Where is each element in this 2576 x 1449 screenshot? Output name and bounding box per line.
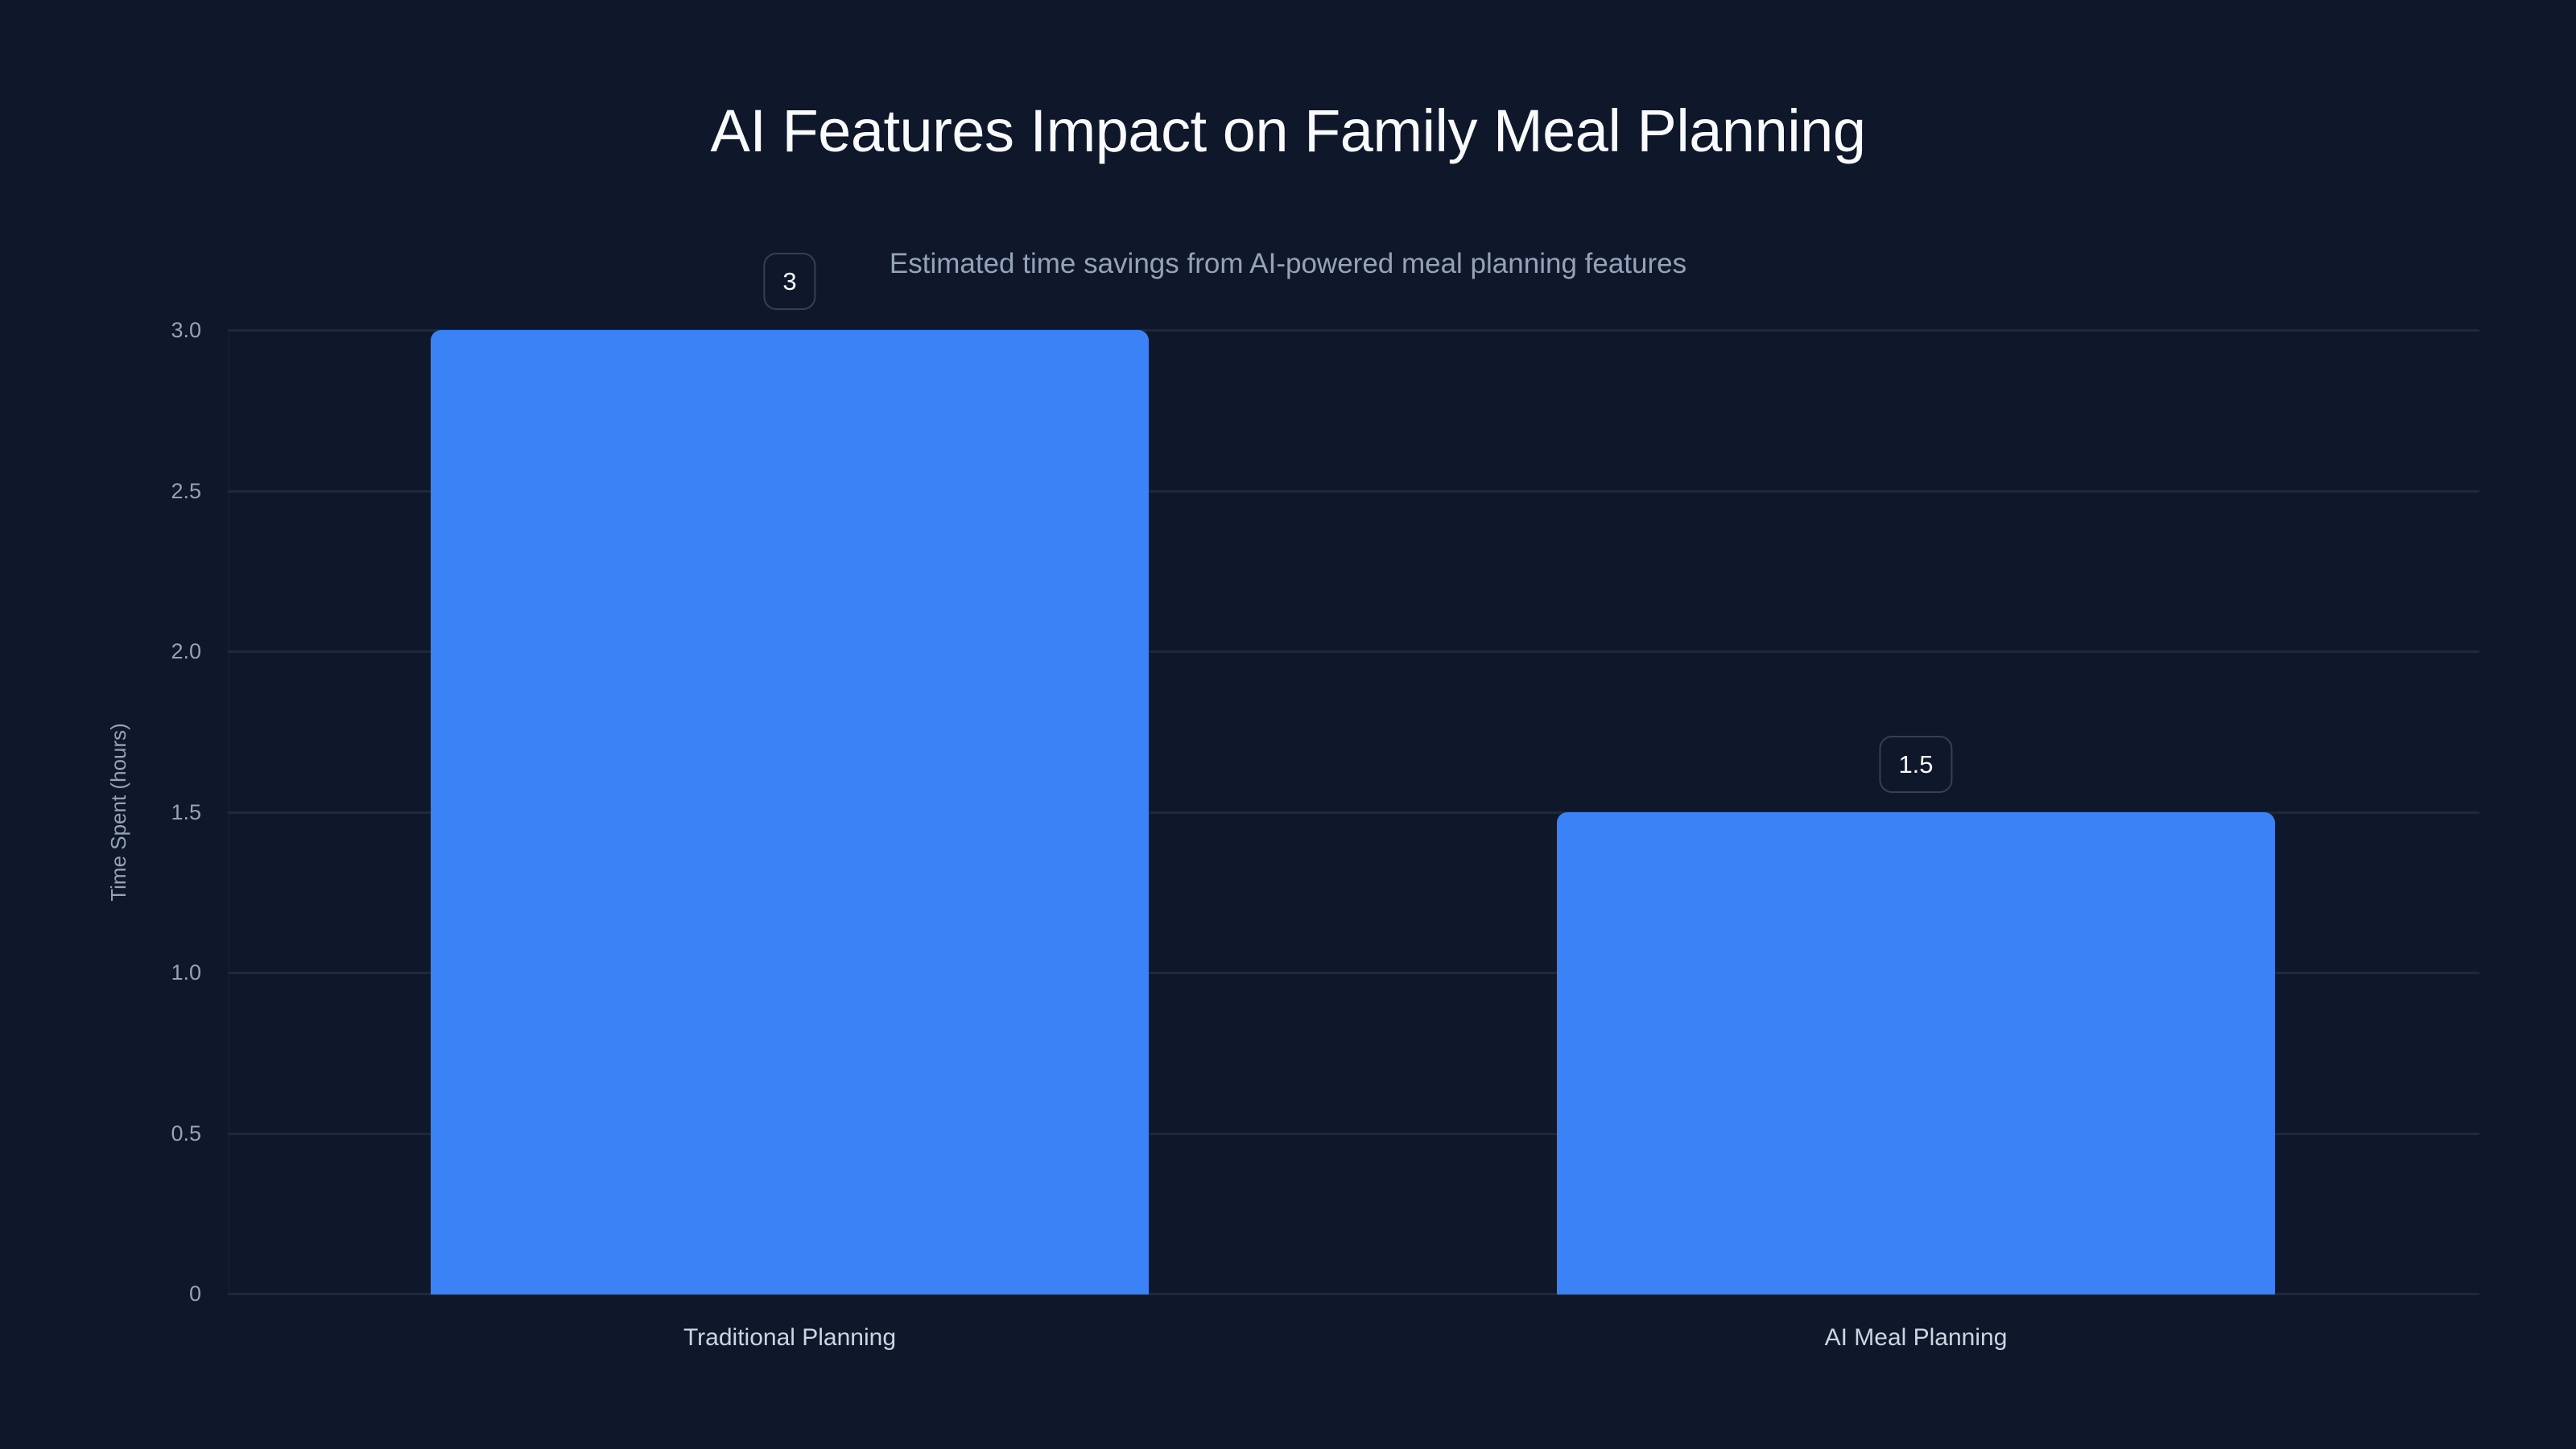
gridline — [228, 972, 2479, 974]
gridline — [228, 650, 2479, 653]
y-tick-label: 2.5 — [171, 478, 201, 503]
y-tick-label: 2.0 — [171, 639, 201, 663]
gridline — [228, 329, 2479, 332]
y-tick-label: 1.0 — [171, 960, 201, 985]
chart-subtitle: Estimated time savings from AI-powered m… — [889, 248, 1687, 279]
value-label-ai-meal-planning: 1.5 — [1879, 736, 1953, 793]
gridline — [228, 489, 2479, 493]
y-tick-label: 0 — [188, 1282, 201, 1306]
x-tick-label-ai-meal-planning: AI Meal Planning — [1824, 1324, 2008, 1351]
y-tick-label: 0.5 — [171, 1121, 201, 1146]
gridline — [228, 811, 2479, 814]
bar-ai-meal-planning[interactable] — [1557, 812, 2275, 1294]
plot-area: 3 1.5 — [228, 253, 2479, 1295]
y-tick-label: 3.0 — [171, 318, 201, 342]
bar-traditional-planning[interactable] — [431, 330, 1149, 1294]
x-tick-label-traditional-planning: Traditional Planning — [683, 1324, 897, 1351]
value-label-traditional-planning: 3 — [763, 253, 816, 310]
gridline — [228, 1293, 2479, 1295]
gridline — [228, 1132, 2479, 1135]
chart-title: AI Features Impact on Family Meal Planni… — [710, 97, 1866, 164]
y-tick-label: 1.5 — [171, 799, 201, 824]
